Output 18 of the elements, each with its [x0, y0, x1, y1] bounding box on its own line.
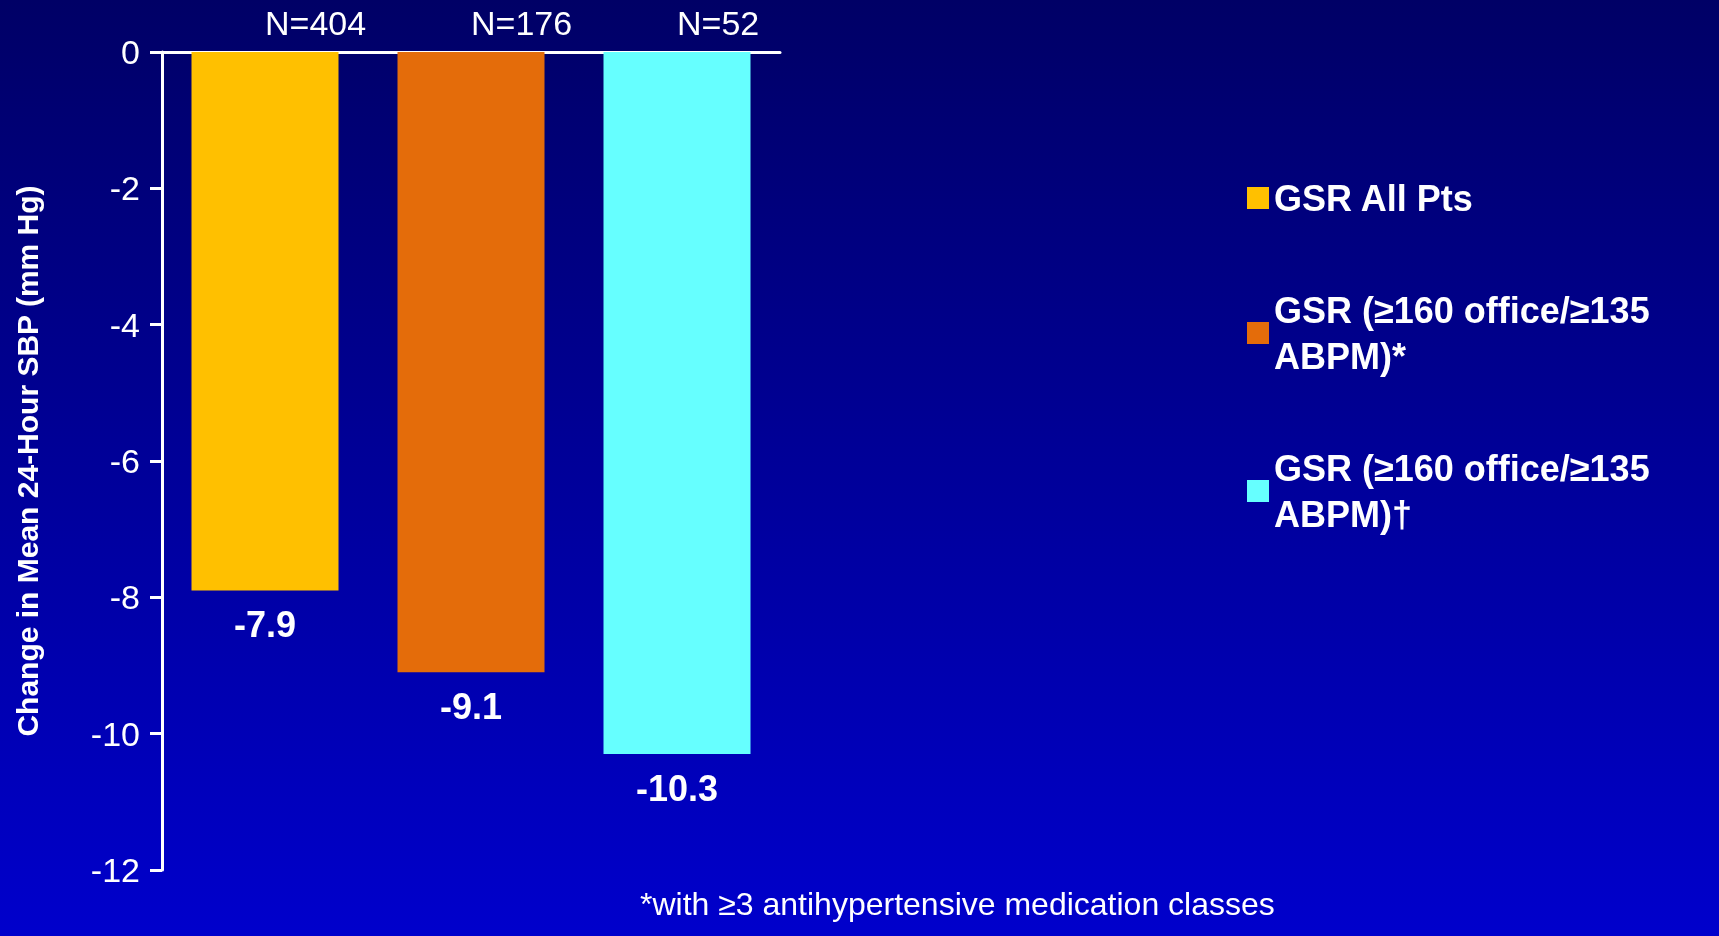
legend-label: GSR (≥160 office/≥135 ABPM)* — [1274, 289, 1660, 377]
data-label: -10.3 — [635, 767, 719, 809]
text: N=404 — [265, 4, 367, 42]
text: N=176 — [471, 4, 573, 42]
text: *with ≥3 antihypertensive medication classes — [640, 886, 1275, 922]
y-tick-label: -8 — [109, 578, 140, 617]
data-label: -9.1 — [439, 685, 503, 727]
y-tick-label: -10 — [90, 714, 140, 753]
y-tick-label: 0 — [121, 33, 140, 71]
text: N=52 — [677, 4, 760, 42]
y-tick-label: -4 — [109, 305, 140, 344]
y-axis-title: Change in Mean 24-Hour SBP (mm Hg) — [10, 185, 44, 737]
y-tick-label: -6 — [109, 442, 140, 480]
y-tick-label: -12 — [90, 851, 140, 889]
data-label: -7.9 — [233, 604, 297, 646]
y-tick-label: -2 — [109, 169, 140, 208]
legend-label: GSR (≥160 office/≥135 ABPM)† — [1274, 447, 1660, 535]
legend-label: GSR All Pts — [1274, 177, 1473, 219]
